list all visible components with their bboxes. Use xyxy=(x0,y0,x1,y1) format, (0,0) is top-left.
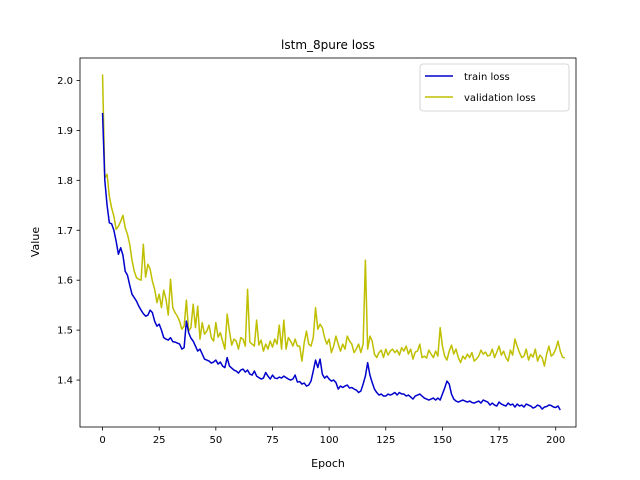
x-tick-label: 100 xyxy=(320,435,339,446)
y-tick-label: 1.6 xyxy=(57,276,73,287)
series-line-validation-loss xyxy=(101,74,566,367)
x-tick-label: 0 xyxy=(99,435,105,446)
x-tick-label: 200 xyxy=(546,435,565,446)
plot-frame xyxy=(79,57,577,428)
y-tick-label: 1.4 xyxy=(57,376,73,387)
y-tick-label: 1.7 xyxy=(57,226,73,237)
legend-label-validation-loss: validation loss xyxy=(464,93,536,104)
y-axis-label: Value xyxy=(29,227,42,257)
y-tick-label: 2.0 xyxy=(57,76,73,87)
legend: train loss validation loss xyxy=(419,63,570,112)
x-tick-label: 25 xyxy=(153,435,166,446)
x-tick-label: 175 xyxy=(490,435,509,446)
x-axis-label: Epoch xyxy=(311,457,345,470)
y-tick-label: 1.9 xyxy=(57,126,73,137)
series-line-train-loss xyxy=(101,112,561,411)
x-tick-label: 50 xyxy=(209,435,222,446)
chart-title: lstm_8pure loss xyxy=(281,38,375,52)
legend-box xyxy=(419,63,570,112)
legend-label-train-loss: train loss xyxy=(464,72,510,83)
y-tick-label: 1.5 xyxy=(57,326,73,337)
y-tick-label: 1.8 xyxy=(57,176,73,187)
x-tick-label: 125 xyxy=(376,435,395,446)
y-axis-ticks: 1.4 1.5 1.6 1.7 1.8 1.9 2.0 xyxy=(57,76,80,387)
x-axis-ticks: 0 25 50 75 100 125 150 175 200 xyxy=(99,427,565,446)
plot-lines xyxy=(101,74,566,411)
x-tick-label: 75 xyxy=(266,435,279,446)
x-tick-label: 150 xyxy=(433,435,452,446)
